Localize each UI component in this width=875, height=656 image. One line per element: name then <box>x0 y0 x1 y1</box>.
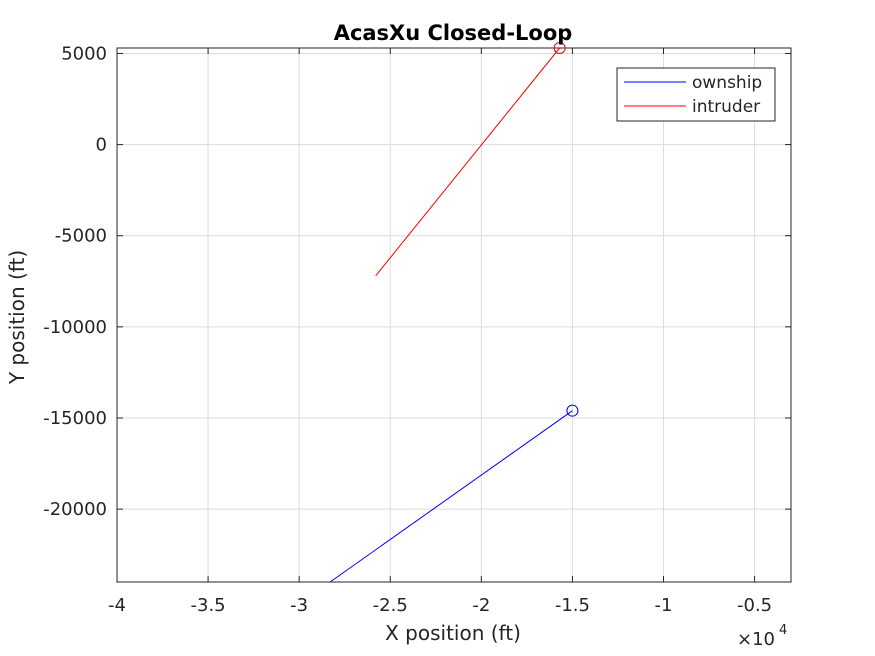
x-tick-labels: -4 -3.5 -3 -2.5 -2 -1.5 -1 -0.5 <box>108 595 772 616</box>
legend-label-intruder: intruder <box>692 97 760 117</box>
series-layer <box>329 42 579 583</box>
series-end-marker-ownship <box>566 404 579 417</box>
x-axis-label: X position (ft) <box>385 621 521 645</box>
legend-box <box>616 67 776 122</box>
x-exponent-power: 4 <box>779 623 787 638</box>
y-tick-label: 0 <box>96 135 107 156</box>
grid-lines <box>116 48 791 582</box>
x-tick-label: -2 <box>472 595 490 616</box>
legend-label-ownship: ownship <box>692 73 762 93</box>
series-line-intruder <box>375 47 561 277</box>
y-tick-labels: 5000 0 -5000 -10000 -15000 -20000 <box>43 43 107 520</box>
y-tick-label: -5000 <box>55 226 107 247</box>
y-tick-label: 5000 <box>61 43 107 64</box>
x-tick-label: -2.5 <box>373 595 408 616</box>
x-axis-exponent: ×10 4 <box>737 623 787 650</box>
y-tick-label: -15000 <box>43 408 107 429</box>
chart-title: AcasXu Closed-Loop <box>334 21 573 45</box>
y-axis-label: Y position (ft) <box>5 250 29 385</box>
y-tick-label: -20000 <box>43 499 107 520</box>
axis-ticks <box>116 48 791 582</box>
axes-box <box>116 47 792 583</box>
x-tick-label: -1 <box>655 595 673 616</box>
x-exponent-base: ×10 <box>737 629 775 650</box>
x-tick-label: -4 <box>108 595 126 616</box>
series-line-ownship <box>329 410 573 583</box>
x-tick-label: -3.5 <box>191 595 226 616</box>
series-end-marker-intruder <box>553 42 566 54</box>
y-tick-label: -10000 <box>43 317 107 338</box>
x-tick-label: -0.5 <box>737 595 772 616</box>
x-tick-label: -1.5 <box>555 595 590 616</box>
legend: ownship intruder <box>616 67 776 122</box>
x-tick-label: -3 <box>290 595 308 616</box>
